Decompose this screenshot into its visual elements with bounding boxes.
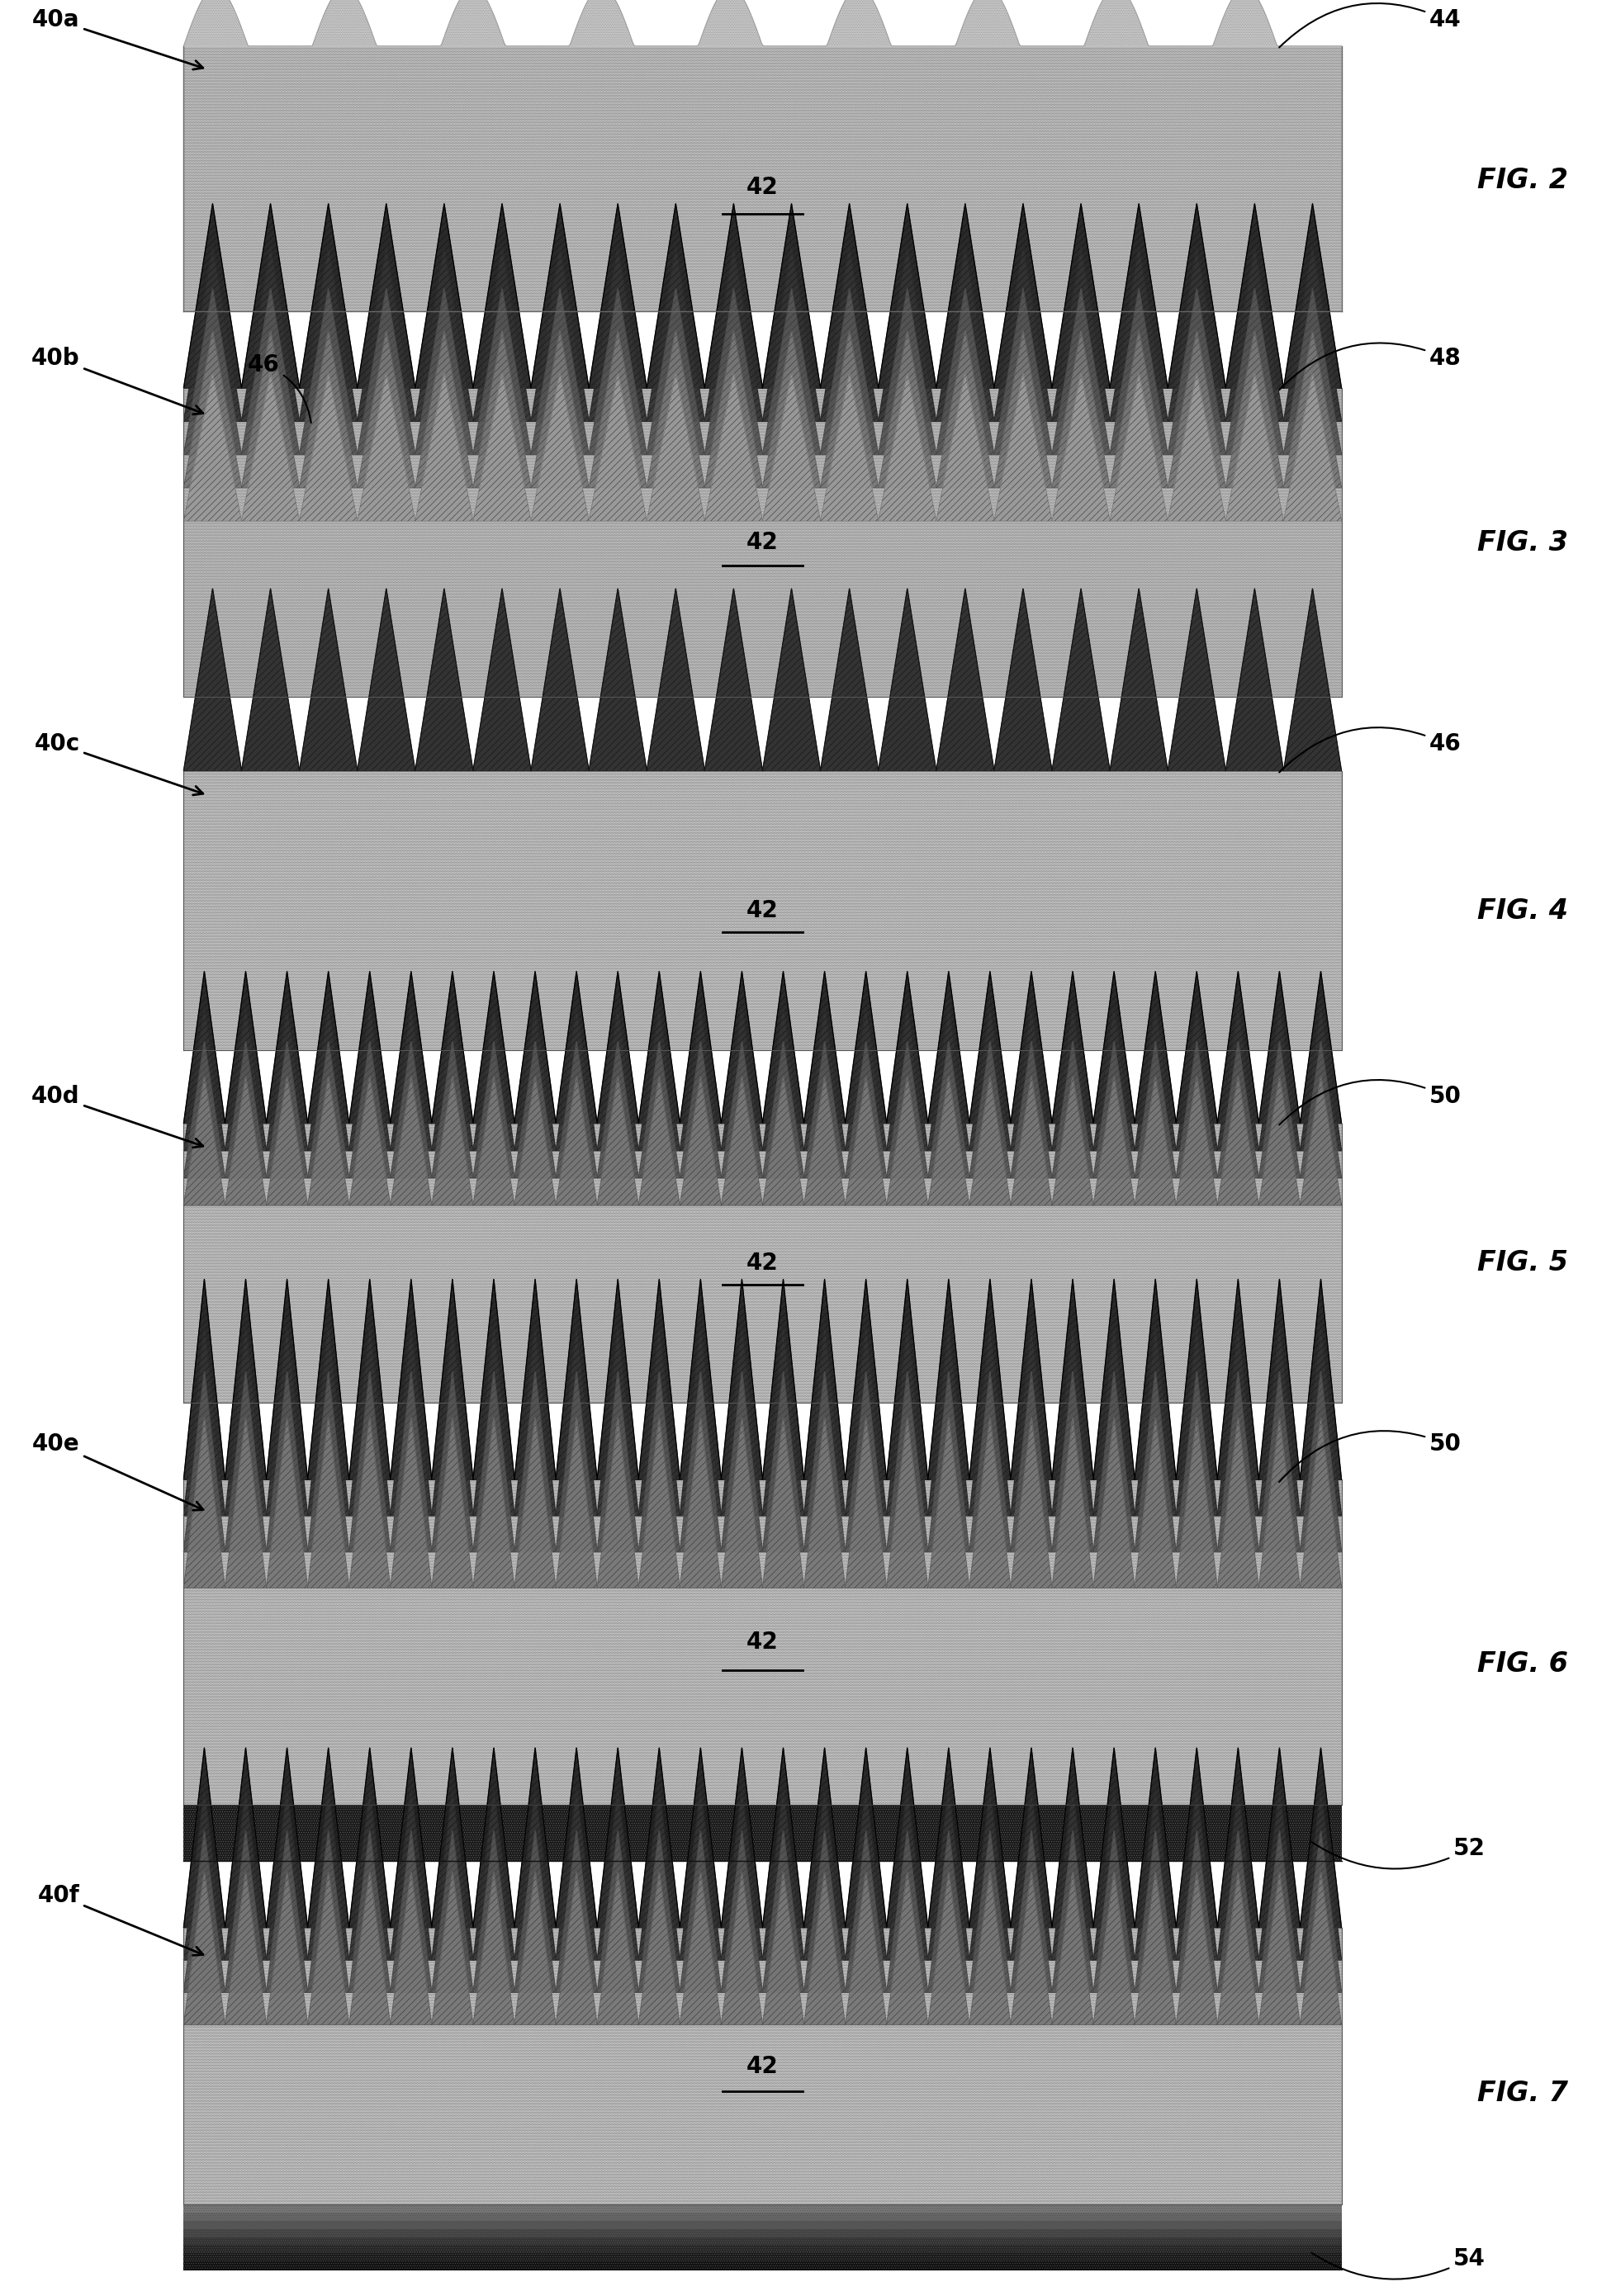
Polygon shape bbox=[184, 246, 1341, 422]
Text: 42: 42 bbox=[746, 1630, 779, 1653]
Bar bbox=[184, 2236, 1341, 2245]
Bar bbox=[184, 2252, 1341, 2262]
Bar bbox=[184, 2213, 1341, 2220]
Polygon shape bbox=[184, 1279, 1341, 1479]
Bar bbox=[184, 1123, 1341, 1403]
Polygon shape bbox=[184, 1417, 1341, 1589]
Bar bbox=[184, 2204, 1341, 2213]
Bar bbox=[184, 2262, 1341, 2268]
Text: 40c: 40c bbox=[34, 732, 203, 794]
Text: 42: 42 bbox=[746, 900, 779, 923]
Text: FIG. 2: FIG. 2 bbox=[1477, 168, 1568, 193]
Text: 42: 42 bbox=[746, 177, 779, 200]
Text: 42: 42 bbox=[746, 1251, 779, 1274]
Text: FIG. 7: FIG. 7 bbox=[1477, 2080, 1568, 2108]
Text: 50: 50 bbox=[1279, 1430, 1461, 1481]
Bar bbox=[184, 46, 1341, 312]
Bar bbox=[184, 1805, 1341, 1860]
Text: FIG. 5: FIG. 5 bbox=[1477, 1249, 1568, 1277]
Polygon shape bbox=[184, 1325, 1341, 1515]
Text: 40f: 40f bbox=[38, 1883, 203, 1956]
Bar bbox=[184, 1479, 1341, 1805]
Bar bbox=[184, 388, 1341, 696]
Bar bbox=[184, 1123, 1341, 1403]
Bar bbox=[184, 46, 1341, 312]
Polygon shape bbox=[184, 1747, 1341, 1929]
Bar bbox=[184, 1805, 1341, 1860]
Bar bbox=[184, 771, 1341, 1052]
Polygon shape bbox=[184, 331, 1341, 487]
Text: 40e: 40e bbox=[32, 1433, 203, 1511]
Text: 40b: 40b bbox=[32, 347, 203, 413]
Text: 46: 46 bbox=[1279, 728, 1461, 771]
Bar bbox=[184, 388, 1341, 696]
Text: 54: 54 bbox=[1311, 2248, 1485, 2280]
Bar bbox=[184, 1929, 1341, 2204]
Text: FIG. 4: FIG. 4 bbox=[1477, 898, 1568, 925]
Text: 40a: 40a bbox=[32, 9, 203, 69]
Bar bbox=[184, 1123, 1341, 1403]
Bar bbox=[184, 2229, 1341, 2236]
Text: 40d: 40d bbox=[32, 1084, 203, 1148]
Bar bbox=[184, 1479, 1341, 1805]
Bar bbox=[184, 2204, 1341, 2213]
Polygon shape bbox=[184, 204, 1341, 388]
Text: 42: 42 bbox=[746, 530, 779, 553]
Bar bbox=[184, 46, 1341, 312]
Bar bbox=[184, 2245, 1341, 2252]
Text: FIG. 6: FIG. 6 bbox=[1477, 1651, 1568, 1678]
Text: 42: 42 bbox=[746, 2055, 779, 2078]
Polygon shape bbox=[184, 0, 1341, 46]
Bar bbox=[184, 388, 1341, 696]
Bar bbox=[184, 1929, 1341, 2204]
Bar bbox=[184, 2220, 1341, 2229]
Polygon shape bbox=[184, 1371, 1341, 1552]
Text: 48: 48 bbox=[1279, 342, 1461, 390]
Polygon shape bbox=[184, 1077, 1341, 1205]
Bar bbox=[184, 2213, 1341, 2220]
Polygon shape bbox=[184, 588, 1341, 771]
Bar bbox=[184, 1479, 1341, 1805]
Bar bbox=[184, 2236, 1341, 2245]
Bar bbox=[184, 2262, 1341, 2268]
Bar bbox=[184, 2245, 1341, 2252]
Bar bbox=[184, 771, 1341, 1052]
Text: 50: 50 bbox=[1279, 1079, 1461, 1125]
Polygon shape bbox=[184, 289, 1341, 455]
Bar bbox=[184, 771, 1341, 1052]
Polygon shape bbox=[184, 1789, 1341, 1961]
Polygon shape bbox=[184, 1830, 1341, 1993]
Polygon shape bbox=[184, 374, 1341, 521]
Polygon shape bbox=[184, 971, 1341, 1123]
Polygon shape bbox=[184, 1871, 1341, 2025]
Polygon shape bbox=[184, 1042, 1341, 1178]
Text: 52: 52 bbox=[1311, 1837, 1485, 1869]
Bar bbox=[184, 1929, 1341, 2204]
Text: FIG. 3: FIG. 3 bbox=[1477, 528, 1568, 556]
Bar bbox=[184, 2220, 1341, 2229]
Bar bbox=[184, 2252, 1341, 2262]
Text: 46: 46 bbox=[248, 354, 311, 422]
Bar bbox=[184, 2229, 1341, 2236]
Text: 44: 44 bbox=[1279, 2, 1461, 48]
Polygon shape bbox=[184, 1006, 1341, 1150]
